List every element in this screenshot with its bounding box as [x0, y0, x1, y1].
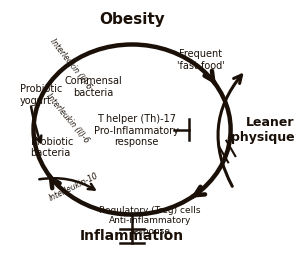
Text: Probiotic
yogurt: Probiotic yogurt — [20, 84, 62, 105]
Text: Interleukin (Il)-6: Interleukin (Il)-6 — [48, 37, 93, 91]
Text: Obesity: Obesity — [99, 12, 165, 27]
Text: Interleukin-10: Interleukin-10 — [48, 172, 100, 203]
Text: Probiotic
bacteria: Probiotic bacteria — [31, 137, 73, 158]
Text: Regulatory (Treg) cells
Anti-inflammatory
response: Regulatory (Treg) cells Anti-inflammator… — [99, 206, 201, 236]
Text: Frequent
'fast food': Frequent 'fast food' — [177, 49, 225, 71]
Text: Interleukin (Il)-6: Interleukin (Il)-6 — [45, 91, 91, 144]
Text: T helper (Th)-17
Pro-Inflammatory
response: T helper (Th)-17 Pro-Inflammatory respon… — [94, 114, 179, 147]
Text: Commensal
bacteria: Commensal bacteria — [64, 76, 122, 98]
Text: Inflammation: Inflammation — [80, 229, 184, 243]
Text: Leaner
physique: Leaner physique — [231, 116, 295, 143]
